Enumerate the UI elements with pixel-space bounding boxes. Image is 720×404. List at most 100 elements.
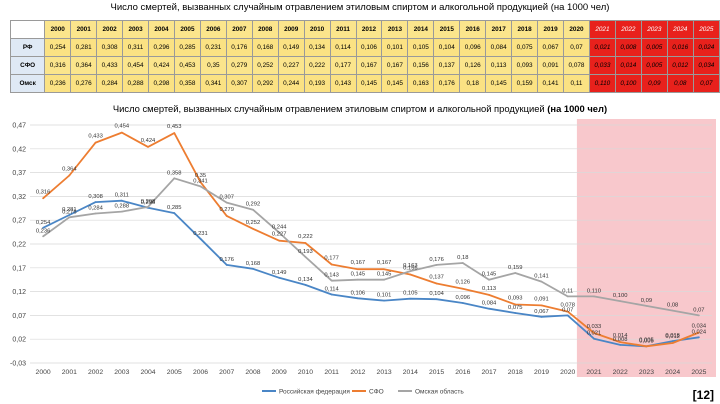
data-point	[94, 212, 97, 215]
year-header-2000: 2000	[44, 20, 72, 39]
x-tick-label: 2003	[114, 369, 129, 376]
table-row: СФО 0,316 0,364 0,433 0,454 0,424 0,453 0,35 0,2…	[9, 56, 720, 75]
data-label: 0,35	[195, 173, 206, 179]
table-cell: 0,156	[407, 56, 435, 75]
data-point	[199, 185, 202, 188]
data-point	[356, 297, 359, 300]
data-label: 0,222	[298, 234, 313, 240]
x-tick-label: 2021	[586, 369, 601, 376]
chart-title-unit: (на 1000 чел)	[547, 103, 608, 114]
data-point	[566, 295, 569, 298]
year-header-2005: 2005	[173, 20, 201, 39]
data-point	[488, 278, 490, 281]
data-label: 0,143	[324, 273, 339, 279]
table-cell: 0,292	[251, 74, 279, 93]
table-cell: 0,453	[173, 56, 201, 75]
data-label: 0,167	[351, 260, 366, 266]
table-cell: 0,100	[614, 74, 642, 93]
data-label: 0,424	[141, 138, 156, 144]
data-point	[461, 302, 464, 304]
year-header-2021: 2021	[588, 20, 616, 39]
data-point	[461, 262, 464, 264]
data-point	[593, 295, 595, 298]
y-tick-label: 0,17	[12, 265, 26, 272]
data-point	[540, 304, 543, 307]
data-label: 0,227	[272, 232, 287, 238]
data-label: 0,091	[534, 296, 549, 302]
data-point	[409, 270, 412, 273]
table-row: РФ 0,254 0,281 0,308 0,311 0,296 0,285 0,231 0,1…	[9, 38, 720, 57]
x-tick-label: 2007	[219, 369, 234, 376]
data-point	[697, 331, 700, 334]
year-header-2013: 2013	[381, 20, 409, 39]
data-label: 0,307	[219, 195, 234, 201]
y-tick-label: 0,12	[12, 289, 26, 296]
data-point	[514, 312, 517, 314]
data-label: 0,101	[377, 293, 392, 299]
data-point	[671, 340, 674, 343]
table-cell: 0,143	[329, 74, 357, 93]
legend: Российская федерация СФО Омская область	[262, 388, 464, 396]
table-cell: 0,11	[563, 74, 590, 93]
year-header-2020: 2020	[563, 20, 590, 39]
data-label: 0,244	[272, 225, 287, 231]
data-label: 0,100	[613, 293, 628, 299]
table-cell: 0,134	[303, 38, 331, 57]
x-tick-label: 2004	[140, 369, 155, 376]
data-point	[540, 280, 543, 283]
table-cell: 0,078	[563, 56, 590, 75]
data-label: 0,024	[692, 329, 707, 335]
data-label: 0,252	[246, 220, 261, 226]
table-cell: 0,364	[70, 56, 98, 75]
year-header-2004: 2004	[148, 20, 175, 39]
year-header-2011: 2011	[329, 20, 357, 39]
table-cell: 0,316	[44, 56, 72, 75]
table-cell: 0,281	[70, 38, 98, 57]
table-cell: 0,254	[44, 38, 72, 57]
data-label: 0,433	[88, 134, 103, 140]
y-tick-label: 0,07	[12, 313, 26, 320]
x-tick-label: 2018	[508, 369, 523, 376]
table-cell: 0,244	[277, 74, 305, 93]
data-label: 0,07	[693, 307, 704, 313]
year-header-2014: 2014	[407, 20, 435, 39]
data-label: 0,137	[429, 275, 444, 281]
table-cell: 0,222	[303, 56, 331, 75]
data-label: 0,084	[482, 301, 497, 307]
year-header-2008: 2008	[251, 20, 279, 39]
table-cell: 0,008	[614, 38, 642, 57]
table-cell: 0,012	[666, 56, 694, 75]
table-cell: 0,08	[666, 74, 694, 93]
table-cell: 0,034	[692, 56, 720, 75]
data-point	[173, 212, 176, 214]
legend-entry: СФО	[369, 389, 384, 396]
year-header-2025: 2025	[692, 20, 720, 39]
x-tick-label: 2020	[560, 369, 575, 376]
table-cell: 0,307	[225, 74, 253, 93]
table-cell: 0,105	[407, 38, 435, 57]
x-tick-label: 2011	[324, 369, 339, 376]
data-label: 0,167	[377, 260, 392, 266]
data-point	[645, 304, 648, 307]
year-header-2017: 2017	[485, 20, 513, 39]
table-cell: 0,193	[303, 74, 331, 93]
data-point	[435, 264, 438, 266]
table-cell: 0,231	[199, 38, 227, 57]
data-point	[619, 300, 622, 303]
table-row: Омск 0,236 0,276 0,284 0,288 0,298 0,358 0,341 0…	[9, 74, 720, 93]
table-cell: 0,093	[511, 56, 539, 75]
data-point	[278, 231, 281, 234]
chart-title-main: Число смертей, вызванных случайным отрав…	[112, 103, 545, 114]
data-label: 0,231	[193, 231, 208, 237]
data-label: 0,454	[115, 124, 130, 130]
data-point	[566, 314, 569, 317]
x-tick-label: 2005	[167, 369, 182, 376]
line-chart: -0,03 0,02 0,07 0,12 0,17 0,22 0,27 0,32 0,37 0,4…	[10, 119, 716, 396]
x-tick-label: 2013	[377, 369, 392, 376]
data-point	[42, 197, 45, 200]
data-point	[383, 268, 386, 271]
table-cell: 0,067	[537, 38, 565, 57]
data-label: 0,014	[613, 333, 628, 339]
data-point	[593, 337, 595, 340]
data-label: 0,284	[88, 206, 103, 212]
